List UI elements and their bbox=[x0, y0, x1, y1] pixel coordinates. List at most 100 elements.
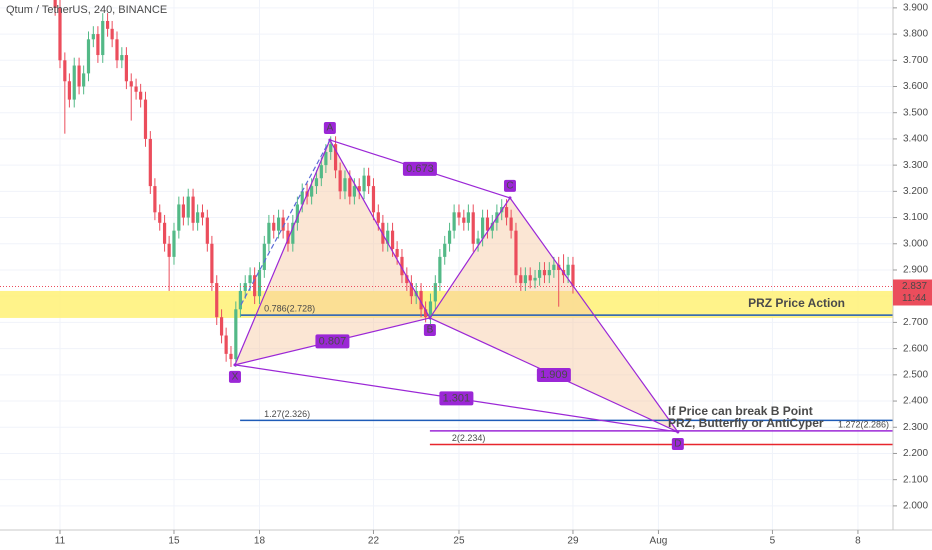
candle-body bbox=[172, 230, 176, 257]
y-tick-label: 2.600 bbox=[903, 343, 928, 354]
countdown-label: 11:44 bbox=[902, 293, 927, 304]
ratio-box bbox=[315, 334, 350, 349]
przone bbox=[0, 290, 893, 318]
candle-body bbox=[248, 275, 252, 284]
y-tick-label: 3.300 bbox=[903, 160, 928, 171]
candle-body bbox=[390, 230, 395, 250]
candle-body bbox=[158, 212, 162, 223]
candle-body bbox=[153, 186, 157, 213]
x-tick-label: 29 bbox=[567, 536, 579, 547]
pattern-leg bbox=[329, 139, 431, 319]
y-tick-label: 2.500 bbox=[903, 369, 928, 380]
candle-body bbox=[552, 264, 556, 270]
point-label: X bbox=[232, 372, 239, 383]
y-tick-label: 3.800 bbox=[903, 29, 928, 40]
pattern-point bbox=[428, 316, 432, 320]
x-tick-label: Aug bbox=[650, 536, 668, 547]
y-tick-label: 3.700 bbox=[903, 55, 928, 66]
candle-body bbox=[234, 309, 238, 360]
candle-body bbox=[519, 275, 523, 284]
candle-body bbox=[538, 269, 542, 278]
candle-body bbox=[53, 0, 57, 8]
candle-body bbox=[219, 317, 224, 336]
candle-body bbox=[120, 55, 124, 61]
candle-body bbox=[105, 20, 110, 29]
point-box bbox=[671, 437, 684, 450]
fib-label: 1.272(2.286) bbox=[838, 419, 889, 429]
candle-body bbox=[143, 99, 148, 139]
candle-body bbox=[428, 301, 433, 318]
candle-body bbox=[324, 152, 328, 166]
candle-body bbox=[300, 191, 304, 205]
candle-body bbox=[224, 335, 228, 354]
y-tick-label: 3.100 bbox=[903, 212, 928, 223]
candle-body bbox=[229, 353, 233, 360]
candle-body bbox=[419, 290, 423, 310]
candle-body bbox=[405, 275, 409, 284]
candle-body bbox=[348, 178, 352, 197]
candle-body bbox=[462, 217, 466, 223]
candle-body bbox=[367, 175, 371, 187]
y-tick-label: 2.100 bbox=[903, 474, 928, 485]
y-tick-label: 2.400 bbox=[903, 396, 928, 407]
chart-title: Qtum / TetherUS, 240, BINANCE bbox=[6, 4, 167, 16]
candle-body bbox=[139, 91, 143, 100]
candle-body bbox=[167, 243, 171, 257]
candle-body bbox=[196, 212, 200, 223]
candle-body bbox=[186, 196, 190, 218]
candle-body bbox=[134, 86, 138, 92]
candle-body bbox=[357, 186, 361, 192]
y-tick-label: 3.200 bbox=[903, 186, 928, 197]
candle-body bbox=[286, 230, 290, 244]
candle-body bbox=[523, 275, 527, 284]
price-tag bbox=[893, 279, 932, 306]
point-box bbox=[228, 370, 241, 383]
candle-body bbox=[129, 81, 133, 87]
ratio-box bbox=[402, 161, 437, 176]
ratio-label: 1.909 bbox=[540, 369, 568, 381]
candle-body bbox=[243, 283, 247, 291]
ratio-label: 0.807 bbox=[319, 335, 347, 347]
ratio-label: 1.301 bbox=[443, 392, 471, 404]
x-tick-label: 5 bbox=[770, 536, 776, 547]
candle-body bbox=[124, 55, 128, 82]
pattern-point bbox=[676, 430, 680, 434]
point-box bbox=[323, 121, 336, 134]
candle-body bbox=[447, 230, 452, 244]
candle-body bbox=[96, 34, 100, 56]
candle-body bbox=[319, 165, 323, 179]
candle-body bbox=[267, 222, 271, 244]
candle-body bbox=[476, 238, 480, 244]
candle-body bbox=[395, 249, 399, 257]
y-tick-label: 3.600 bbox=[903, 81, 928, 92]
y-tick-label: 2.200 bbox=[903, 448, 928, 459]
point-label: C bbox=[506, 181, 513, 192]
candle-body bbox=[528, 275, 532, 281]
x-tick-label: 22 bbox=[368, 536, 380, 547]
point-box bbox=[503, 179, 516, 192]
pattern-point bbox=[233, 363, 237, 367]
y-tick-label: 2.300 bbox=[903, 422, 928, 433]
candle-body bbox=[162, 222, 167, 244]
pattern-leg bbox=[429, 197, 511, 319]
candle-body bbox=[352, 186, 356, 197]
y-tick-label: 3.500 bbox=[903, 107, 928, 118]
candle-body bbox=[291, 222, 295, 244]
x-tick-label: 18 bbox=[254, 536, 266, 547]
candle-body bbox=[86, 39, 91, 74]
y-tick-label: 2.900 bbox=[903, 265, 928, 276]
candle-body bbox=[333, 144, 338, 171]
candle-body bbox=[514, 230, 518, 276]
candle-body bbox=[281, 217, 285, 231]
candle-body bbox=[571, 264, 575, 287]
candle-body bbox=[181, 204, 185, 218]
candle-body bbox=[457, 212, 461, 218]
candle-body bbox=[386, 230, 390, 244]
candle-body bbox=[362, 175, 366, 192]
candle-body bbox=[533, 277, 537, 281]
candle-body bbox=[547, 269, 551, 276]
pattern-point bbox=[328, 138, 332, 142]
candle-body bbox=[191, 196, 195, 223]
fib-label: 0.786(2.728) bbox=[264, 303, 315, 313]
